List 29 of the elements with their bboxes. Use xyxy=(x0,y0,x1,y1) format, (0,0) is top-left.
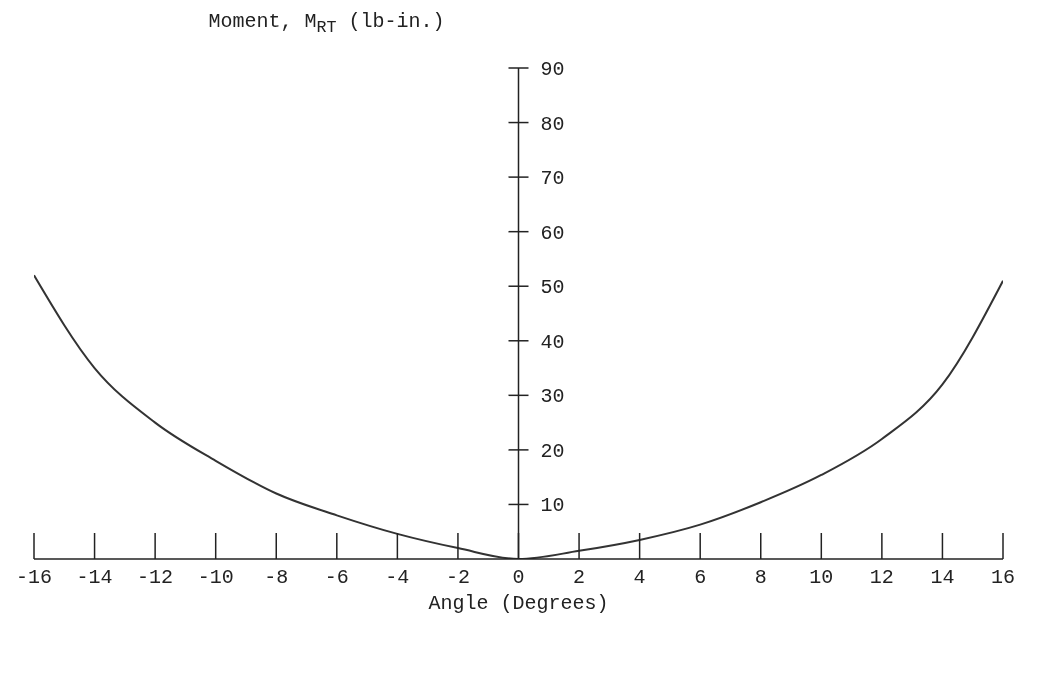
x-axis-title: Angle (Degrees) xyxy=(428,592,609,615)
x-tick-label: 10 xyxy=(809,566,834,589)
y-tick-label: 10 xyxy=(540,494,565,518)
x-tick-label: -12 xyxy=(137,566,174,589)
x-tick-label: 16 xyxy=(990,566,1016,589)
y-axis-title: Moment, M$_{RT}$ (lb-in.) xyxy=(208,10,445,37)
y-tick-label: 90 xyxy=(540,58,565,81)
y-tick-label: 30 xyxy=(540,385,565,409)
x-tick-label: -2 xyxy=(445,566,470,589)
x-tick-label: -6 xyxy=(324,566,349,589)
x-tick-label: -16 xyxy=(15,566,53,589)
x-tick-label: -10 xyxy=(197,566,234,589)
y-tick-label: 40 xyxy=(540,330,565,354)
x-tick-label: -4 xyxy=(385,566,410,589)
x-tick-label: -8 xyxy=(264,566,289,589)
y-tick-label: 20 xyxy=(540,439,565,463)
x-tick-label: 6 xyxy=(694,566,707,589)
x-tick-label: 0 xyxy=(512,566,525,589)
x-tick-label: -14 xyxy=(76,566,113,589)
y-tick-label: 60 xyxy=(540,221,565,245)
x-tick-label: 4 xyxy=(633,566,646,589)
x-tick-label: 14 xyxy=(930,566,955,589)
x-tick-label: 2 xyxy=(573,566,586,589)
y-tick-label: 70 xyxy=(540,167,565,191)
y-tick-label: 50 xyxy=(540,276,565,300)
y-tick-label: 80 xyxy=(540,112,565,136)
x-tick-label: 8 xyxy=(754,566,767,589)
x-tick-label: 12 xyxy=(869,566,894,589)
line-series xyxy=(34,274,1003,559)
